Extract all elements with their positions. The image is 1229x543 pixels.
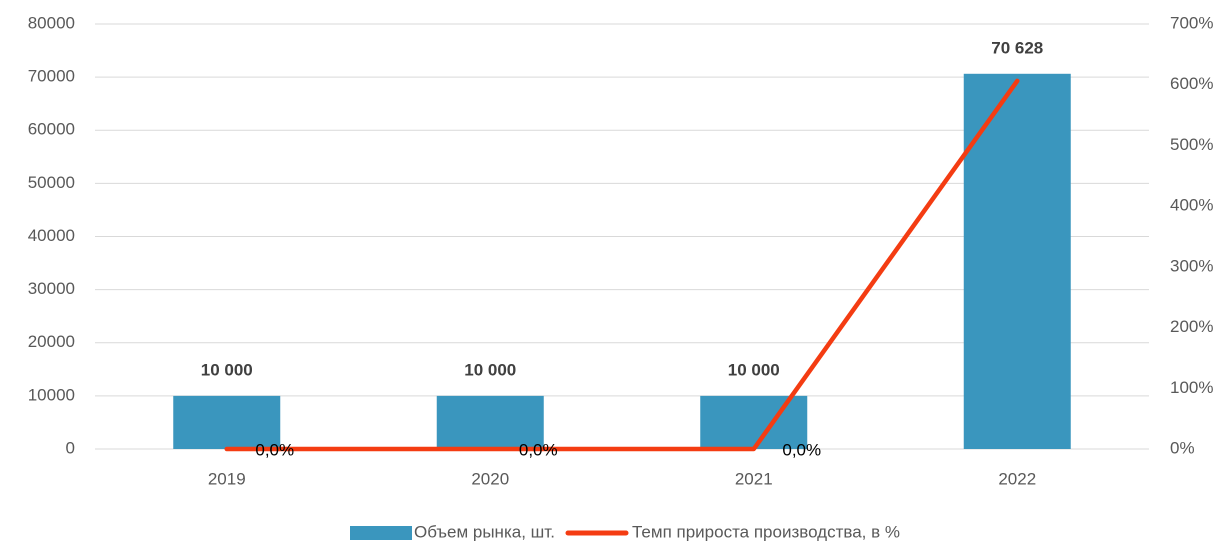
y2-tick-label: 500% (1170, 135, 1213, 154)
bar-value-label: 10 000 (201, 360, 253, 379)
x-tick-label: 2020 (471, 469, 509, 488)
y2-tick-label: 400% (1170, 196, 1213, 215)
y-tick-label: 50000 (28, 173, 75, 192)
y2-tick-label: 0% (1170, 438, 1195, 457)
line-value-label: 0,0% (519, 440, 558, 459)
y2-tick-label: 700% (1170, 13, 1213, 32)
line-value-label: 0,0% (255, 440, 294, 459)
y-tick-label: 0 (66, 438, 75, 457)
y-tick-label: 60000 (28, 120, 75, 139)
line-value-label: 0,0% (782, 440, 821, 459)
bar (173, 395, 281, 449)
x-tick-label: 2022 (998, 469, 1036, 488)
x-tick-label: 2019 (208, 469, 246, 488)
bar-value-label: 10 000 (728, 360, 780, 379)
y-tick-label: 40000 (28, 226, 75, 245)
bar-value-label: 70 628 (991, 38, 1043, 57)
y-tick-label: 70000 (28, 67, 75, 86)
y2-tick-label: 200% (1170, 317, 1213, 336)
line-series (224, 78, 1020, 452)
legend-label: Объем рынка, шт. (414, 522, 555, 541)
bar (963, 73, 1071, 449)
y-tick-label: 10000 (28, 385, 75, 404)
legend-swatch (350, 526, 412, 540)
y-tick-label: 80000 (28, 13, 75, 32)
bar (436, 395, 544, 449)
y-tick-label: 20000 (28, 332, 75, 351)
bar-value-label: 10 000 (464, 360, 516, 379)
legend-label: Темп прироста производства, в % (632, 522, 900, 541)
y2-tick-label: 300% (1170, 256, 1213, 275)
y-tick-label: 30000 (28, 279, 75, 298)
x-tick-label: 2021 (735, 469, 773, 488)
y2-tick-label: 100% (1170, 378, 1213, 397)
y2-tick-label: 600% (1170, 74, 1213, 93)
bar (700, 395, 808, 449)
